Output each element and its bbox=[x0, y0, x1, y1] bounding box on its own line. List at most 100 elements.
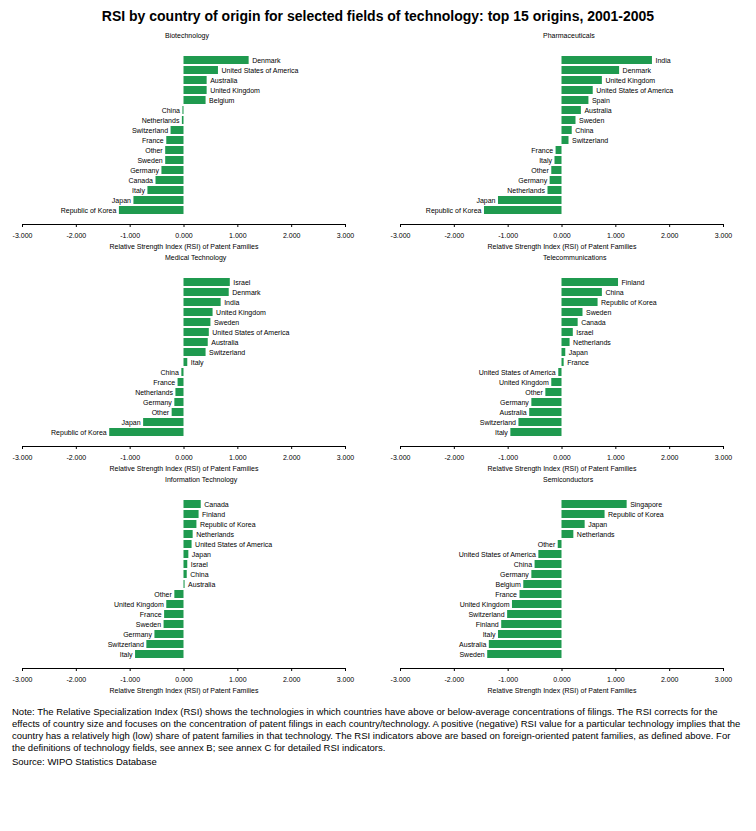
svg-text:Canada: Canada bbox=[128, 177, 153, 184]
svg-text:Finland: Finland bbox=[622, 279, 645, 286]
svg-text:Canada: Canada bbox=[581, 319, 606, 326]
svg-text:Switzerland: Switzerland bbox=[132, 127, 168, 134]
svg-text:United States of America: United States of America bbox=[459, 551, 536, 558]
svg-text:United Kingdom: United Kingdom bbox=[499, 379, 549, 387]
svg-text:Netherlands: Netherlands bbox=[573, 339, 611, 346]
svg-text:Other: Other bbox=[145, 147, 163, 154]
svg-text:2.000: 2.000 bbox=[661, 454, 679, 461]
svg-text:Japan: Japan bbox=[476, 197, 495, 205]
svg-text:Germany: Germany bbox=[143, 399, 172, 407]
svg-text:Italy: Italy bbox=[539, 157, 552, 165]
svg-text:2.000: 2.000 bbox=[661, 232, 679, 239]
svg-text:Australia: Australia bbox=[459, 641, 486, 648]
svg-text:Sweden: Sweden bbox=[579, 117, 604, 124]
svg-text:1.000: 1.000 bbox=[229, 676, 247, 683]
svg-text:Italy: Italy bbox=[191, 359, 204, 367]
svg-text:India: India bbox=[655, 57, 670, 64]
svg-text:Switzerland: Switzerland bbox=[209, 349, 245, 356]
svg-text:United States of America: United States of America bbox=[221, 67, 298, 74]
svg-text:Canada: Canada bbox=[204, 501, 229, 508]
svg-text:Republic of Korea: Republic of Korea bbox=[426, 207, 482, 215]
svg-text:China: China bbox=[190, 571, 208, 578]
svg-text:Switzerland: Switzerland bbox=[572, 137, 608, 144]
svg-text:Other: Other bbox=[538, 541, 556, 548]
svg-text:3.000: 3.000 bbox=[715, 232, 733, 239]
svg-text:-2.000: -2.000 bbox=[66, 454, 86, 461]
svg-text:Japan: Japan bbox=[192, 551, 211, 559]
svg-text:France: France bbox=[531, 147, 553, 154]
svg-text:Japan: Japan bbox=[112, 197, 131, 205]
svg-text:Sweden: Sweden bbox=[214, 319, 239, 326]
svg-text:United Kingdom: United Kingdom bbox=[605, 77, 655, 85]
svg-text:Other: Other bbox=[152, 409, 170, 416]
svg-text:China: China bbox=[162, 107, 180, 114]
svg-text:-3.000: -3.000 bbox=[13, 454, 33, 461]
svg-text:Germany: Germany bbox=[500, 571, 529, 579]
svg-text:Israel: Israel bbox=[576, 329, 594, 336]
svg-text:Republic of Korea: Republic of Korea bbox=[200, 521, 256, 529]
svg-text:France: France bbox=[142, 137, 164, 144]
svg-text:Australia: Australia bbox=[210, 77, 237, 84]
svg-text:-2.000: -2.000 bbox=[66, 232, 86, 239]
svg-text:Israel: Israel bbox=[191, 561, 209, 568]
svg-text:1.000: 1.000 bbox=[229, 454, 247, 461]
svg-text:-2.000: -2.000 bbox=[444, 454, 464, 461]
svg-text:0.000: 0.000 bbox=[553, 232, 571, 239]
svg-text:United Kingdom: United Kingdom bbox=[216, 309, 266, 317]
svg-text:Australia: Australia bbox=[499, 409, 526, 416]
svg-text:Relative Strength Index (RSI): Relative Strength Index (RSI) of Patent … bbox=[109, 465, 259, 473]
svg-text:2.000: 2.000 bbox=[283, 454, 301, 461]
svg-text:United Kingdom: United Kingdom bbox=[114, 601, 164, 609]
svg-text:China: China bbox=[605, 289, 623, 296]
svg-text:3.000: 3.000 bbox=[337, 232, 355, 239]
svg-text:Relative Strength Index (RSI): Relative Strength Index (RSI) of Patent … bbox=[487, 243, 637, 251]
svg-text:Republic of Korea: Republic of Korea bbox=[608, 511, 664, 519]
svg-text:Switzerland: Switzerland bbox=[108, 641, 144, 648]
svg-text:-3.000: -3.000 bbox=[391, 454, 411, 461]
svg-text:Australia: Australia bbox=[584, 107, 611, 114]
svg-text:Netherlands: Netherlands bbox=[196, 531, 234, 538]
svg-text:Relative Strength Index (RSI): Relative Strength Index (RSI) of Patent … bbox=[109, 243, 259, 251]
svg-text:-1.000: -1.000 bbox=[498, 232, 518, 239]
svg-text:Netherlands: Netherlands bbox=[507, 187, 545, 194]
svg-text:-2.000: -2.000 bbox=[66, 676, 86, 683]
svg-text:Relative Strength Index (RSI): Relative Strength Index (RSI) of Patent … bbox=[487, 687, 637, 695]
svg-text:Netherlands: Netherlands bbox=[142, 117, 180, 124]
svg-text:Israel: Israel bbox=[233, 279, 251, 286]
svg-text:Belgium: Belgium bbox=[209, 97, 234, 105]
svg-text:-2.000: -2.000 bbox=[444, 676, 464, 683]
svg-text:Other: Other bbox=[531, 167, 549, 174]
svg-text:Spain: Spain bbox=[592, 97, 610, 105]
svg-text:1.000: 1.000 bbox=[607, 454, 625, 461]
svg-text:Other: Other bbox=[525, 389, 543, 396]
svg-text:China: China bbox=[514, 561, 532, 568]
svg-text:-1.000: -1.000 bbox=[498, 454, 518, 461]
svg-text:Italy: Italy bbox=[120, 651, 133, 659]
svg-text:3.000: 3.000 bbox=[337, 676, 355, 683]
svg-text:Sweden: Sweden bbox=[137, 157, 162, 164]
svg-text:Belgium: Belgium bbox=[495, 581, 520, 589]
svg-text:0.000: 0.000 bbox=[553, 676, 571, 683]
svg-text:Relative Strength Index (RSI): Relative Strength Index (RSI) of Patent … bbox=[487, 465, 637, 473]
svg-text:Singapore: Singapore bbox=[630, 501, 662, 509]
svg-text:2.000: 2.000 bbox=[283, 676, 301, 683]
svg-text:Germany: Germany bbox=[500, 399, 529, 407]
svg-text:Australia: Australia bbox=[211, 339, 238, 346]
svg-text:3.000: 3.000 bbox=[337, 454, 355, 461]
svg-text:Republic of Korea: Republic of Korea bbox=[51, 429, 107, 437]
svg-text:France: France bbox=[567, 359, 589, 366]
svg-text:1.000: 1.000 bbox=[229, 232, 247, 239]
svg-text:-1.000: -1.000 bbox=[120, 454, 140, 461]
svg-text:Japan: Japan bbox=[569, 349, 588, 357]
svg-text:-3.000: -3.000 bbox=[391, 676, 411, 683]
svg-text:Sweden: Sweden bbox=[136, 621, 161, 628]
svg-text:France: France bbox=[495, 591, 517, 598]
svg-text:Germany: Germany bbox=[130, 167, 159, 175]
svg-text:United States of America: United States of America bbox=[212, 329, 289, 336]
svg-text:Relative Strength Index (RSI): Relative Strength Index (RSI) of Patent … bbox=[109, 687, 259, 695]
svg-text:Germany: Germany bbox=[123, 631, 152, 639]
svg-text:1.000: 1.000 bbox=[607, 676, 625, 683]
svg-text:Denmark: Denmark bbox=[252, 57, 281, 64]
svg-text:Japan: Japan bbox=[588, 521, 607, 529]
svg-text:Republic of Korea: Republic of Korea bbox=[601, 299, 657, 307]
